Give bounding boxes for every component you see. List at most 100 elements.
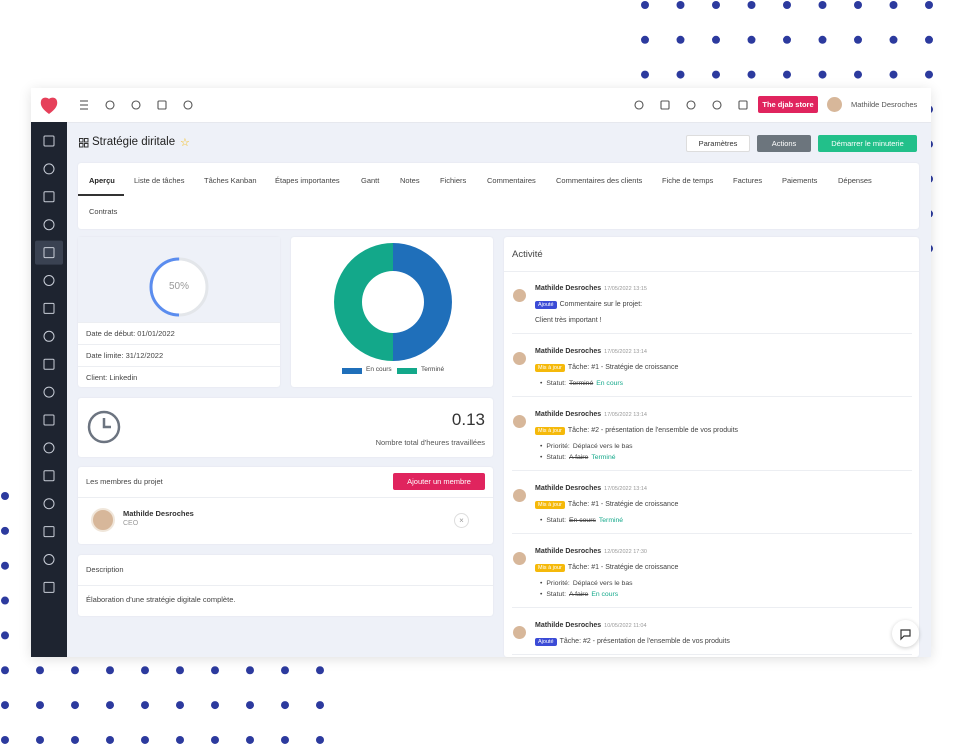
dot xyxy=(889,35,898,44)
activity-header: Mathilde Desroches 12/05/2022 17:30 xyxy=(535,548,647,555)
info-row: Date de début: 01/01/2022 xyxy=(86,329,175,338)
row-divider xyxy=(512,333,912,334)
hours-label: Nombre total d'heures travaillées xyxy=(375,438,485,447)
activity-user: Mathilde Desroches xyxy=(535,548,602,555)
user-name[interactable]: Mathilde Desroches xyxy=(851,100,918,109)
sidebar-icon xyxy=(43,470,55,482)
detail-text: Déplacé vers le bas xyxy=(572,443,633,450)
tab[interactable]: Commentaires des clients xyxy=(556,176,643,185)
tab[interactable]: Contrats xyxy=(89,207,118,216)
progress-label: 50% xyxy=(168,281,189,292)
activity-avatar xyxy=(513,289,526,302)
detail-new: En cours xyxy=(596,380,624,387)
detail-old: A faire xyxy=(569,591,589,598)
description-text: Élaboration d'une stratégie digitale com… xyxy=(86,595,236,604)
activity-badge: Ajouté xyxy=(535,301,557,309)
action-button[interactable]: Actions xyxy=(757,135,811,152)
bullet: • xyxy=(540,580,543,587)
dot xyxy=(783,35,791,44)
tab[interactable]: Dépenses xyxy=(838,176,872,185)
dot xyxy=(1,701,9,710)
dot xyxy=(211,666,219,675)
store-button[interactable]: The djab store xyxy=(758,96,818,113)
tab[interactable]: Fichiers xyxy=(440,176,467,185)
tab[interactable]: Factures xyxy=(733,176,763,185)
dot xyxy=(1,666,9,675)
dot xyxy=(106,701,114,710)
active-tab-underline xyxy=(78,194,124,196)
row-divider xyxy=(512,607,912,608)
dot xyxy=(747,70,756,79)
dot xyxy=(211,735,219,744)
activity-header: Mathilde Desroches 17/05/2022 13:14 xyxy=(535,485,647,492)
activity-date: 17/05/2022 13:14 xyxy=(604,412,647,418)
add-member-button[interactable]: Ajouter un membre xyxy=(393,473,485,490)
dot xyxy=(676,1,685,9)
icon-cell xyxy=(79,138,84,143)
tab[interactable]: Étapes importantes xyxy=(275,176,340,185)
tab[interactable]: Notes xyxy=(400,176,420,185)
tabs-card xyxy=(78,163,919,229)
sidebar-icons xyxy=(35,135,63,593)
activity-detail: • Statut: Terminé En cours xyxy=(540,380,623,387)
activity-card: Activité Mathilde Desroches 17/05/2022 13:… xyxy=(504,237,919,657)
tab[interactable]: Tâches Kanban xyxy=(204,176,257,185)
dot xyxy=(1,492,9,500)
detail-label: Priorité: xyxy=(546,580,570,587)
legend-label: En cours xyxy=(366,366,392,373)
sidebar-icon xyxy=(43,191,55,203)
icon-circle xyxy=(634,100,644,110)
activity-detail: • Statut: A faire Terminé xyxy=(540,454,616,461)
clock-icon xyxy=(87,410,121,444)
action-button[interactable]: Paramètres xyxy=(686,135,750,152)
tab[interactable]: Liste de tâches xyxy=(134,176,185,185)
tab[interactable]: Aperçu xyxy=(89,176,115,185)
tab[interactable]: Commentaires xyxy=(487,176,536,185)
activity-detail: • Priorité: Déplacé vers le bas xyxy=(540,580,633,587)
detail-text: Déplacé vers le bas xyxy=(572,580,633,587)
activity-line: Mis à jour Tâche: #1 - Stratégie de crois… xyxy=(535,501,678,509)
dot xyxy=(106,735,114,744)
row-divider xyxy=(512,654,912,655)
tab[interactable]: Fiche de temps xyxy=(662,176,714,185)
dot xyxy=(141,666,149,675)
sidebar-icon xyxy=(43,358,55,370)
detail-old: A faire xyxy=(569,454,589,461)
tab[interactable]: Paiements xyxy=(782,176,818,185)
legend-swatch xyxy=(342,368,362,374)
sidebar-icon xyxy=(43,247,55,259)
sidebar-icon xyxy=(43,275,55,286)
sidebar-icon xyxy=(43,526,55,538)
icon-circle xyxy=(712,100,722,110)
detail-old: Terminé xyxy=(569,380,594,387)
activity-avatar xyxy=(513,552,526,565)
dot xyxy=(1,561,9,570)
dot xyxy=(281,666,289,675)
top-icon xyxy=(634,100,644,110)
remove-member[interactable]: × xyxy=(454,513,469,528)
activity-date: 12/05/2022 17:30 xyxy=(604,549,647,555)
dot xyxy=(712,35,720,44)
donut-slice xyxy=(393,243,452,361)
activity-header: Mathilde Desroches 10/05/2022 11:04 xyxy=(535,622,647,629)
dot xyxy=(246,735,254,744)
dot xyxy=(925,35,933,44)
activity-line: Mis à jour Tâche: #2 - présentation de l'… xyxy=(535,427,738,435)
action-button[interactable]: Démarrer le minuterie xyxy=(818,135,917,152)
activity-text: Commentaire sur le projet: xyxy=(559,301,643,308)
row-divider xyxy=(78,322,280,323)
tab[interactable]: Gantt xyxy=(361,176,380,185)
legend-swatch xyxy=(397,368,417,374)
project-title: Stratégie diritale xyxy=(92,136,176,148)
dot xyxy=(246,666,254,675)
dot xyxy=(747,35,756,44)
activity-avatar xyxy=(513,626,526,639)
dot xyxy=(641,70,649,79)
top-icon xyxy=(712,100,722,110)
activity-detail: • Priorité: Déplacé vers le bas xyxy=(540,443,633,450)
top-icon xyxy=(686,100,696,110)
dot xyxy=(676,35,685,44)
chat-button[interactable] xyxy=(892,620,919,647)
detail-new: Terminé xyxy=(591,454,616,461)
